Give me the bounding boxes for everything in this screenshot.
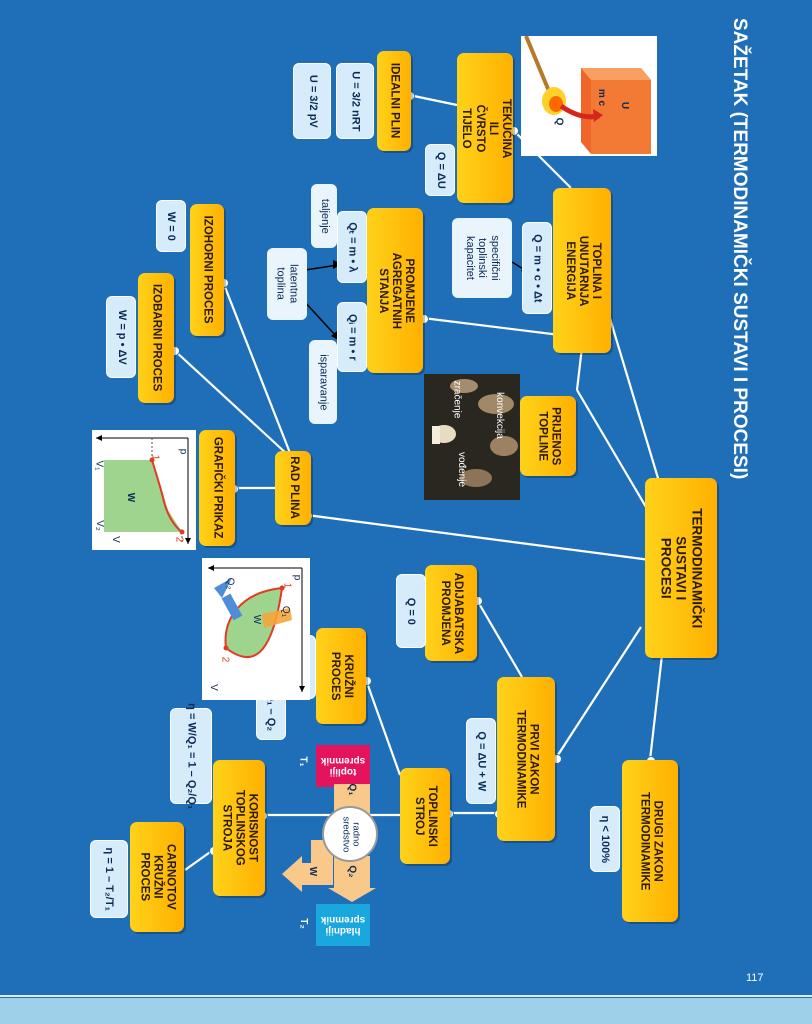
footer-band (0, 998, 812, 1024)
cube-u-label: U (619, 101, 631, 110)
heated-cube-illustration (524, 36, 651, 154)
cycle-v-label: V (207, 684, 219, 691)
graph-w-label: W (125, 492, 137, 503)
working-substance: radno sredstvo (322, 806, 378, 862)
formula-eta-carnot: η = 1 – T₂/T₁ (90, 840, 128, 918)
cycle-point-2-label: 2 (219, 656, 231, 663)
node-termodinamicki-sustavi: TERMODINAMIČKI SUSTAVI I PROCESI (645, 478, 717, 658)
pv-graph-work-svg (96, 435, 191, 544)
node-idealni-plin: IDEALNI PLIN (377, 51, 411, 151)
node-graficki-prikaz: GRAFIČKI PRIKAZ (199, 430, 235, 546)
node-drugi-zakon-termodinamike: DRUGI ZAKON TERMODINAMIKE (622, 760, 678, 922)
cycle-q1-label: Q₁ (280, 605, 292, 618)
formula-qi: Qᵢ = m • r (337, 302, 367, 372)
formula-eta-efficiency: η = W/Q₁ = 1 – Q₂/Q₁ (170, 703, 212, 809)
label-konvekcija: konvekcija (493, 392, 505, 439)
cube-mc-label: m c (596, 88, 608, 107)
heat-transfer-photo: konvekcija zračenje vođenje (424, 374, 520, 500)
formula-eta-100: η < 100% (590, 806, 620, 872)
label-isparavanje: isparavanje (309, 340, 337, 424)
formula-q-0: Q = 0 (396, 574, 426, 648)
hot-reservoir: topliji spremnik (316, 745, 370, 787)
label-zracenje: zračenje (451, 380, 463, 419)
node-izobarni-proces: IZOBARNI PROCES (138, 273, 174, 403)
node-izohorni-proces: IZOHORNI PROCES (190, 204, 224, 336)
label-taljenje: taljenje (311, 184, 337, 248)
candle-and-hands-illustration (424, 374, 520, 500)
formula-q-du: Q = ΔU (425, 144, 455, 196)
page-title: SAŽETAK (TERMODINAMIČKI SUSTAVI I PROCES… (729, 18, 750, 480)
graph-point-1-label: 1 (149, 454, 161, 461)
formula-u-pv: U = 3/2 pV (293, 63, 331, 139)
engine-q1-label: Q₁ (346, 783, 358, 796)
node-adijabatska-promjena: ADIJABATSKA PROMJENA (425, 565, 477, 661)
cycle-q2-label: Q₂ (224, 577, 236, 590)
formula-q-du-w: Q = ΔU + W (466, 718, 496, 804)
graph-v1-label: V₁ (93, 460, 105, 471)
cube-q-label: Q (553, 117, 565, 126)
graph-p-label: p (177, 448, 189, 455)
page-number: 117 (746, 972, 764, 984)
t1-label: T₁ (297, 756, 309, 767)
label-vodenje: vođenje (456, 451, 468, 488)
graph-v2-label: V₂ (93, 520, 105, 531)
footer-divider (0, 995, 812, 997)
t2-label: T₂ (297, 918, 309, 929)
node-kruzni-proces: KRUŽNI PROCES (316, 628, 366, 724)
pv-graph-cycle: p V W Q₁ Q₂ 1 2 (202, 558, 310, 700)
node-korisnost-toplinskog-stroja: KORISNOST TOPLINSKOG STROJA (213, 760, 265, 896)
engine-q2-label: Q₂ (346, 865, 358, 878)
label-latentna-toplina: latentna toplina (267, 248, 307, 320)
formula-qt: Qₜ = m • λ (337, 211, 367, 283)
cold-reservoir: hladniji spremnik (316, 904, 370, 946)
node-tekucina-cvrsto-tijelo: TEKUĆINA ILI ČVRSTO TIJELO (457, 53, 513, 203)
node-carnotov-kruzni-proces: CARNOTOV KRUŽNI PROCES (130, 822, 184, 932)
label-specificni-toplinski-kapacitet: specifični toplinski kapacitet (452, 218, 512, 298)
node-rad-plina: RAD PLINA (275, 451, 311, 525)
node-toplina-unutarnja-energija: TOPLINA I UNUTARNJA ENERGIJA (553, 188, 611, 353)
cycle-p-label: p (291, 574, 303, 581)
cycle-point-1-label: 1 (281, 582, 293, 589)
node-toplinski-stroj: TOPLINSKI STROJ (400, 768, 450, 864)
cube-heat-image: U m c Q (521, 36, 657, 156)
cycle-w-label: W (251, 614, 263, 625)
pv-graph-cycle-svg (208, 565, 305, 692)
graph-v-label: V (109, 536, 121, 543)
engine-w-label: W (307, 866, 319, 877)
formula-q-mct: Q = m • c • Δt (522, 222, 552, 314)
pv-graph-work: p V V₁ V₂ W 1 2 (92, 430, 196, 550)
graph-point-2-label: 2 (173, 536, 185, 543)
node-prijenos-topline: PRIJENOS TOPLINE (520, 396, 576, 476)
node-promjene-agregatnih-stanja: PROMJENE AGREGATNIH STANJA (367, 208, 423, 373)
formula-w-0: W = 0 (156, 200, 186, 252)
formula-w-pdv: W = p • ΔV (106, 296, 136, 378)
formula-u-nrt: U = 3/2 nRT (336, 63, 374, 139)
node-prvi-zakon-termodinamike: PRVI ZAKON TERMODINAMIKE (497, 677, 555, 841)
